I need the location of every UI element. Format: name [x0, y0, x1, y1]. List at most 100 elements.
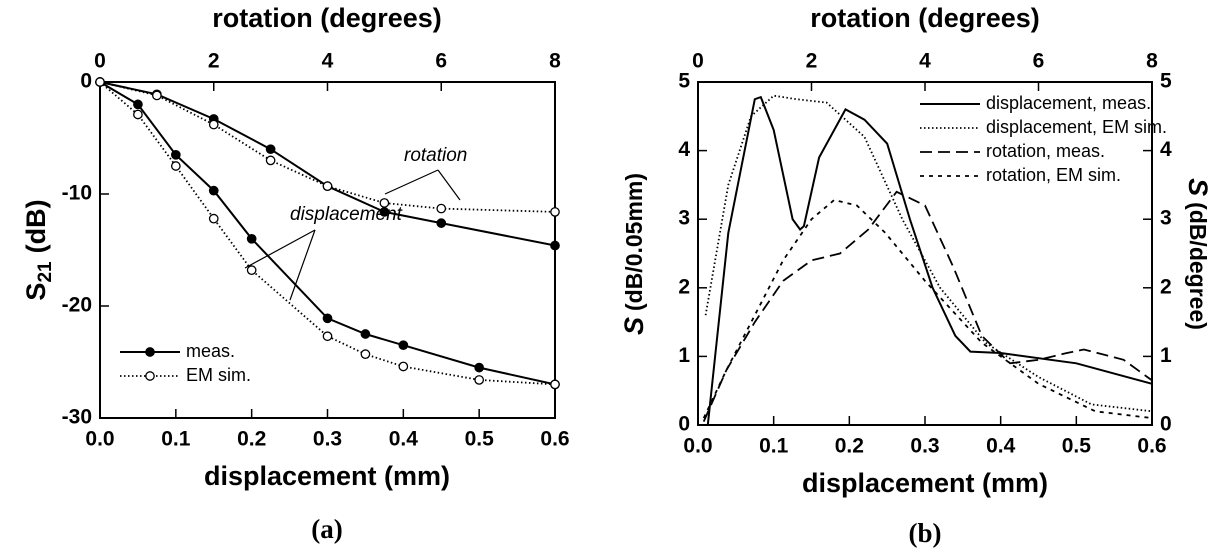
data-point: [398, 340, 409, 351]
series-line: [704, 94, 1153, 413]
data-point: [133, 109, 143, 120]
caption: (a): [311, 514, 342, 544]
y-tick-label: 4: [678, 138, 690, 161]
y-tick-label: -10: [62, 182, 92, 205]
x-tick-label: 0.4: [389, 428, 419, 451]
data-point: [436, 203, 447, 214]
x2-tick-label: 8: [549, 50, 561, 73]
x-axis-label: displacement (mm): [802, 468, 1048, 498]
plot-frame: [697, 81, 1153, 426]
y2-tick-label: 3: [1160, 207, 1172, 230]
data-point: [170, 161, 181, 171]
data-point: [208, 185, 219, 196]
y2-tick-label: 2: [1160, 275, 1172, 298]
caption: (b): [909, 518, 942, 548]
data-point: [246, 233, 257, 244]
x-axis-label: displacement (mm): [204, 461, 450, 491]
plot-frame: [99, 81, 556, 419]
x-tick-label: 0.1: [161, 428, 191, 451]
data-point: [398, 361, 409, 372]
y-tick-label: 5: [678, 70, 690, 93]
data-point: [550, 379, 560, 390]
data-point: [436, 218, 447, 228]
x-tick-label: 0.0: [683, 435, 712, 458]
data-point: [152, 90, 162, 101]
x-tick-label: 0.6: [540, 428, 569, 451]
annotation: rotation: [404, 145, 467, 166]
data-point: [265, 155, 276, 166]
y2-tick-label: 1: [1160, 344, 1172, 367]
y-tick-label: 0: [80, 70, 92, 93]
data-point: [322, 181, 333, 192]
series-line: [99, 81, 556, 386]
x2-tick-label: 0: [692, 50, 704, 73]
legend-label: rotation, meas.: [986, 141, 1105, 161]
data-point: [208, 213, 219, 224]
x-tick-label: 0.1: [759, 435, 789, 458]
data-point: [379, 207, 390, 217]
x-tick-label: 0.0: [85, 428, 114, 451]
data-point: [360, 329, 371, 339]
x2-tick-label: 6: [1033, 50, 1045, 73]
series-line: [99, 81, 556, 247]
x2-tick-label: 2: [806, 50, 818, 73]
data-point: [379, 198, 390, 208]
legend-label: EM sim.: [186, 365, 251, 385]
legend-marker: [145, 371, 155, 381]
legend-label: meas.: [186, 341, 235, 361]
legend-label: displacement, EM sim.: [986, 117, 1167, 137]
data-point: [170, 149, 181, 160]
series-line: [702, 199, 1153, 419]
x2-axis-label: rotation (degrees): [212, 3, 442, 33]
data-point: [474, 375, 485, 385]
y-tick-label: 0: [678, 413, 690, 436]
data-point: [322, 331, 333, 342]
x2-tick-label: 6: [435, 50, 447, 73]
data-point: [360, 349, 371, 360]
y2-tick-label: 5: [1160, 70, 1172, 93]
x-tick-label: 0.2: [237, 428, 266, 451]
y2-axis-label: S(dB/degree): [1183, 178, 1213, 330]
annotation-arrow: [437, 169, 461, 201]
x2-tick-label: 8: [1146, 50, 1158, 73]
x-tick-label: 0.6: [1137, 435, 1166, 458]
annotation-arrow: [384, 169, 439, 195]
y-axis-label: S(dB/0.05mm): [619, 173, 649, 335]
legend-label: rotation, EM sim.: [986, 165, 1121, 185]
data-point: [246, 265, 257, 276]
x-tick-label: 0.5: [465, 428, 495, 451]
x-tick-label: 0.3: [313, 428, 342, 451]
data-point: [208, 119, 219, 130]
annotation-arrow: [289, 229, 316, 301]
data-point: [95, 77, 105, 87]
y-tick-label: -30: [62, 406, 92, 429]
data-point: [265, 144, 276, 155]
y-tick-label: 2: [678, 275, 690, 298]
y2-tick-label: 4: [1160, 138, 1172, 161]
y-axis-label: S21(dB): [21, 199, 56, 300]
x2-tick-label: 4: [919, 50, 931, 73]
series-line: [99, 81, 556, 386]
x-tick-label: 0.3: [910, 435, 939, 458]
data-point: [474, 362, 485, 373]
data-point: [550, 207, 560, 217]
y-tick-label: 3: [678, 207, 690, 230]
x2-tick-label: 0: [94, 50, 106, 73]
legend-marker: [145, 347, 155, 357]
y2-tick-label: 0: [1160, 413, 1172, 436]
data-point: [133, 99, 143, 110]
legend-label: displacement, meas.: [986, 93, 1151, 113]
x-tick-label: 0.5: [1062, 435, 1092, 458]
data-point: [322, 313, 333, 324]
x-tick-label: 0.4: [986, 435, 1016, 458]
series-line: [702, 190, 1153, 422]
x2-tick-label: 2: [208, 50, 220, 73]
x2-tick-label: 4: [322, 50, 334, 73]
annotation-arrow: [244, 229, 316, 269]
series-line: [99, 81, 556, 213]
y-tick-label: 1: [678, 344, 690, 367]
series-line: [706, 95, 1153, 426]
x-tick-label: 0.2: [835, 435, 864, 458]
data-point: [550, 240, 560, 251]
